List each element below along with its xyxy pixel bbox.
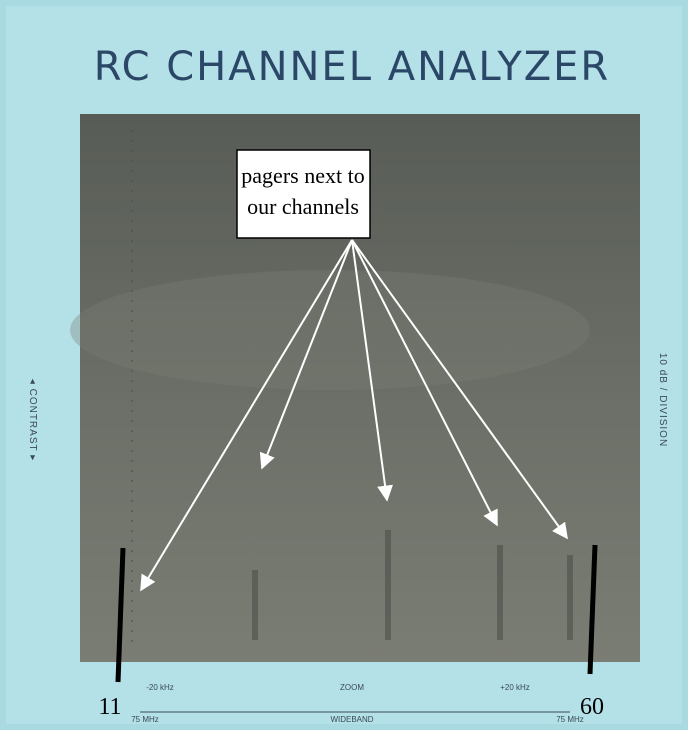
bottom-label: 75 MHz bbox=[131, 715, 159, 724]
reflection bbox=[70, 270, 590, 390]
photo: RC CHANNEL ANALYZER ◂ CONTRAST ▸ 10 dB /… bbox=[0, 0, 688, 730]
bottom-label: -20 kHz bbox=[146, 683, 174, 692]
callout-text: our channels bbox=[247, 194, 359, 219]
bottom-label: WIDEBAND bbox=[330, 715, 373, 724]
right-side-label: 10 dB / DIVISION bbox=[657, 353, 668, 447]
channel-marker-label: 11 bbox=[98, 694, 121, 720]
page: RC CHANNEL ANALYZER ◂ CONTRAST ▸ 10 dB /… bbox=[0, 0, 688, 730]
bottom-label: ZOOM bbox=[340, 683, 364, 692]
bottom-label: +20 kHz bbox=[500, 683, 530, 692]
channel-marker-label: 60 bbox=[580, 694, 604, 720]
title: RC CHANNEL ANALYZER bbox=[94, 44, 610, 90]
callout-text: pagers next to bbox=[241, 163, 364, 188]
left-side-label: ◂ CONTRAST ▸ bbox=[27, 379, 38, 461]
